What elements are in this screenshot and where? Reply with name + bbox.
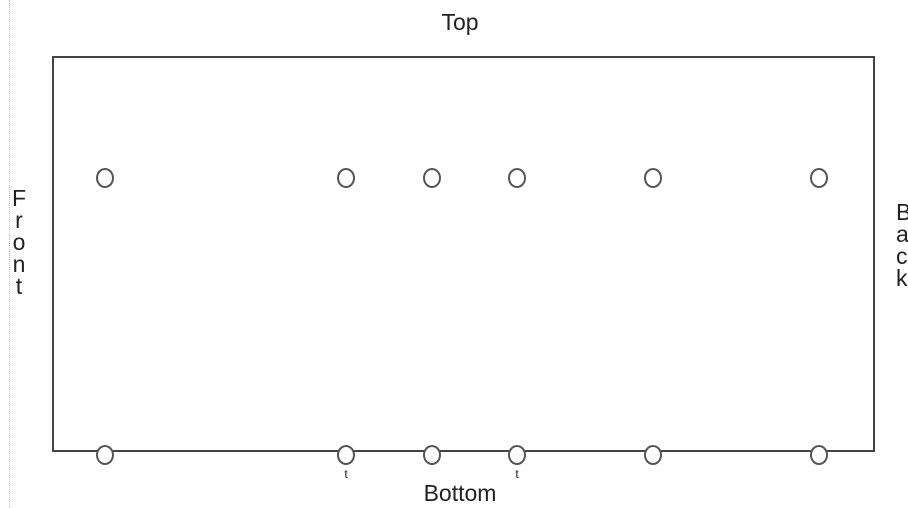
top-pin-4 — [508, 168, 526, 188]
diagram-board: t t — [52, 56, 875, 480]
bottom-pin-4 — [508, 445, 526, 465]
top-pin-2 — [337, 168, 355, 188]
top-pin-6 — [810, 168, 828, 188]
top-pin-row — [54, 168, 873, 198]
top-pin-5 — [644, 168, 662, 188]
top-pin-1 — [96, 168, 114, 188]
bottom-pin-1 — [96, 445, 114, 465]
bottom-pin-4-mark: t — [515, 467, 519, 481]
bottom-pin-2 — [337, 445, 355, 465]
front-label: F r o n t — [11, 185, 27, 299]
bottom-pin-6 — [810, 445, 828, 465]
bottom-pin-row: t t — [54, 445, 873, 480]
bottom-pin-5 — [644, 445, 662, 465]
top-label: Top — [441, 9, 479, 35]
bottom-pin-3 — [423, 445, 441, 465]
back-label: B a c k — [896, 199, 908, 291]
bottom-label: Bottom — [423, 480, 497, 506]
top-pin-3 — [423, 168, 441, 188]
bottom-pin-2-mark: t — [344, 467, 348, 481]
left-guide-line — [9, 0, 10, 508]
